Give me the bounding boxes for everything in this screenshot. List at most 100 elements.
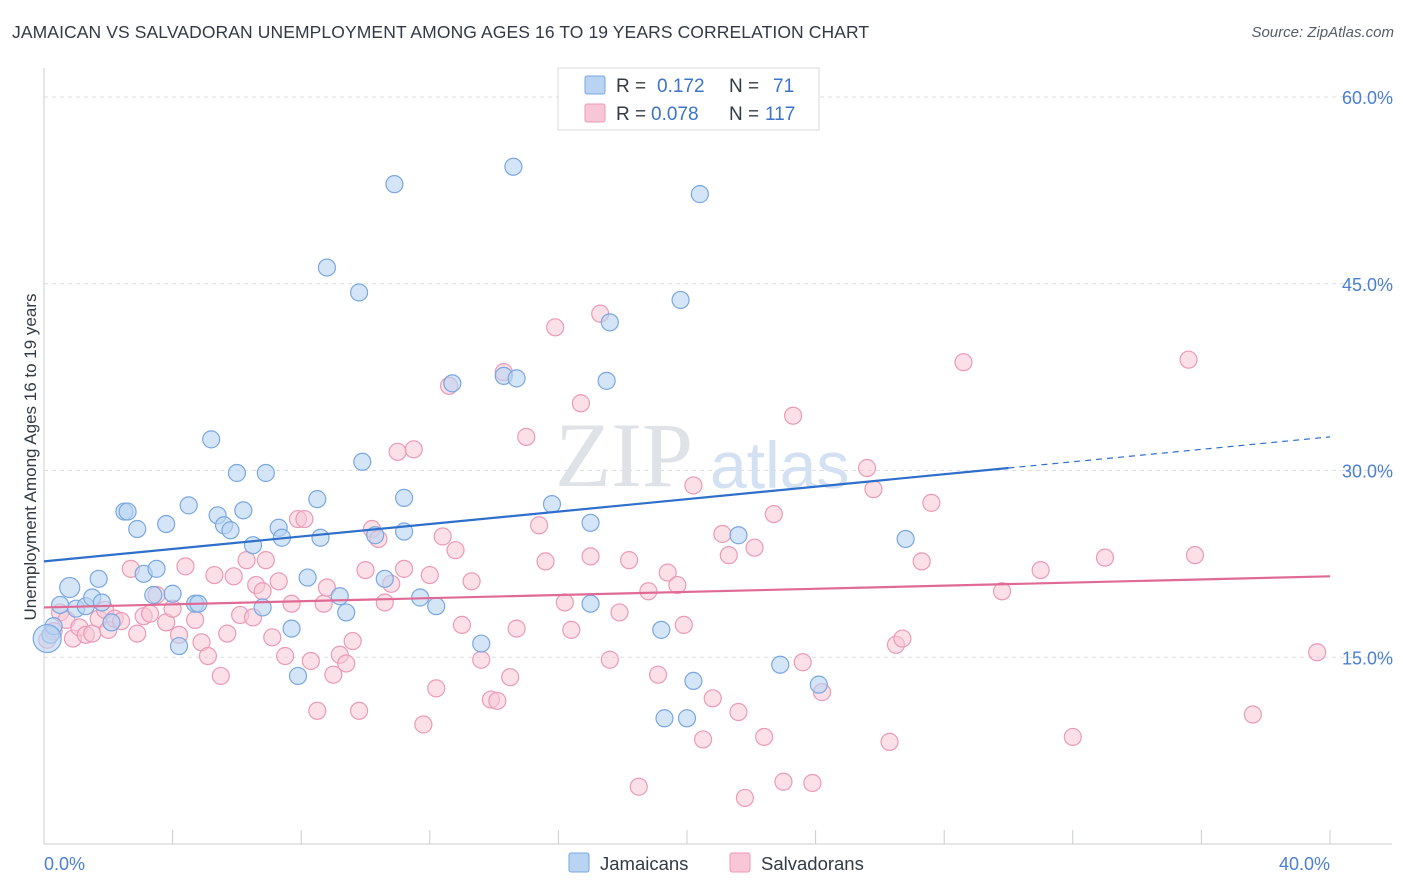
jamaican-point	[600, 313, 619, 332]
salvadoran-point	[176, 557, 195, 576]
jamaican-point	[147, 559, 166, 578]
salvadoran-point	[218, 624, 237, 643]
jamaican-point	[443, 374, 462, 393]
jamaican-point	[282, 619, 301, 638]
jamaican-point	[507, 369, 526, 388]
salvadoran-point	[620, 551, 639, 570]
jamaican-point	[504, 157, 523, 176]
salvadoran-point	[324, 665, 343, 684]
jamaican-point	[308, 490, 327, 509]
salvadoran-point	[394, 559, 414, 578]
salvadoran-point	[668, 575, 687, 595]
salvadoran-point	[186, 610, 205, 630]
salvadoran-point	[140, 604, 160, 623]
y-tick-label: 45.0%	[1342, 275, 1393, 295]
jamaican-point	[896, 529, 915, 549]
salvadoran-point	[198, 646, 218, 666]
jamaican-point	[32, 623, 62, 654]
salvadoran-point	[301, 651, 320, 671]
salvadoran-point	[803, 773, 822, 793]
jamaican-point	[59, 576, 81, 599]
salvadoran-point	[337, 654, 356, 673]
trend-lines	[43, 436, 1331, 609]
jamaican-point	[330, 587, 349, 606]
jamaican-point	[221, 521, 240, 540]
jamaican-point	[118, 502, 137, 521]
jamaican-point	[542, 495, 562, 514]
salvadoran-point	[446, 541, 465, 560]
y-tick-label: 60.0%	[1342, 88, 1393, 108]
jamaican-point	[202, 430, 221, 449]
jamaican-point	[394, 488, 414, 507]
salvadoran-point	[1031, 560, 1050, 580]
jamaican-point	[169, 636, 189, 656]
salvadoran-point	[735, 788, 754, 808]
salvadoran-point	[356, 560, 375, 580]
salvadoran-point	[674, 615, 693, 634]
jamaican-point	[671, 290, 690, 310]
salvadoran-point	[501, 668, 520, 687]
legend-swatch-jamaicans	[584, 75, 606, 95]
watermark: ZIP atlas	[555, 404, 849, 506]
jamaican-point	[243, 536, 263, 555]
salvadoran-point	[745, 538, 764, 557]
salvadoran-point	[256, 551, 275, 570]
salvadoran-point	[472, 650, 491, 669]
jamaican-point	[128, 519, 147, 539]
salvadoran-point	[295, 509, 314, 529]
jamaican-point	[298, 568, 317, 587]
salvadoran-point	[581, 547, 600, 566]
salvadoran-point	[276, 646, 295, 666]
x-tick-labels: 0.0% 40.0%	[44, 854, 1330, 874]
jamaican-point	[349, 283, 369, 302]
salvadoran-point	[507, 619, 526, 638]
jamaican-point	[353, 452, 372, 471]
y-axis-title: Unemployment Among Ages 16 to 19 years	[21, 294, 40, 621]
salvadoran-point	[452, 615, 472, 634]
y-tick-labels: 15.0% 30.0% 45.0% 60.0%	[1342, 88, 1393, 668]
salvadoran-point	[912, 552, 931, 571]
jamaican-point	[311, 528, 330, 547]
legend-r-value: 0.078	[651, 104, 699, 125]
bottom-legend-swatch-jamaicans	[568, 852, 590, 873]
salvadoran-point	[546, 318, 565, 337]
salvadoran-point	[536, 552, 555, 571]
salvadoran-point	[783, 406, 803, 425]
legend-r-value: 0.172	[657, 76, 705, 97]
jamaicans-trend-extension	[1008, 436, 1331, 469]
jamaican-point	[179, 496, 198, 515]
jamaican-point	[729, 526, 748, 545]
salvadoran-point	[253, 582, 272, 601]
bottom-legend-swatch-salvadorans	[729, 852, 751, 873]
salvadoran-point	[1095, 548, 1115, 567]
jamaican-point	[375, 569, 394, 588]
salvadoran-point	[269, 572, 288, 591]
salvadorans-trend-line	[43, 575, 1331, 609]
jamaican-point	[288, 666, 308, 686]
salvadoran-point	[648, 665, 668, 684]
jamaican-point	[366, 526, 385, 545]
bottom-legend: Jamaicans Salvadorans	[568, 852, 864, 874]
salvadoran-point	[530, 516, 549, 535]
salvadoran-point	[857, 458, 877, 478]
jamaican-point	[771, 655, 790, 674]
jamaican-point	[684, 671, 703, 691]
salvadoran-point	[992, 582, 1012, 601]
chart-title: JAMAICAN VS SALVADORAN UNEMPLOYMENT AMON…	[12, 22, 870, 42]
salvadoran-point	[658, 563, 677, 582]
jamaican-point	[317, 258, 337, 277]
salvadoran-point	[713, 524, 732, 544]
salvadoran-point	[128, 624, 147, 643]
salvadoran-point	[562, 620, 581, 639]
jamaican-point	[102, 613, 121, 632]
salvadoran-point	[954, 353, 973, 372]
jamaican-point	[652, 620, 671, 639]
x-tick-label: 0.0%	[44, 854, 85, 874]
legend-box: R = 0.172 N = 71 R = 0.078 N = 117	[557, 67, 820, 131]
y-tick-label: 30.0%	[1342, 462, 1393, 482]
jamaican-point	[690, 185, 709, 204]
salvadoran-point	[414, 715, 433, 734]
jamaican-point	[581, 594, 600, 613]
salvadoran-point	[237, 551, 256, 570]
salvadoran-point	[1243, 705, 1262, 724]
